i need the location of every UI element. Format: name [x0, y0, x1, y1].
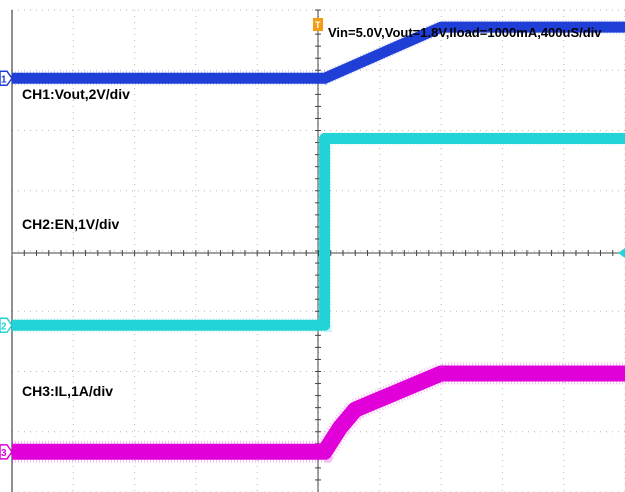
channel-marker-1: 1 [0, 70, 13, 87]
trace-noise-ch1 [12, 20, 625, 86]
trigger-marker-label: T [315, 20, 321, 30]
trace-ch1 [12, 21, 625, 84]
ch3-label: CH3:IL,1A/div [22, 383, 113, 399]
ch1-label: CH1:Vout,2V/div [22, 86, 130, 102]
channel-marker-2: 2 [0, 317, 13, 334]
channel-marker-label: 1 [1, 74, 7, 85]
channel-markers: 1 2 3 [0, 70, 625, 460]
channel-marker-shape [0, 317, 13, 334]
channel-marker-shape [0, 70, 13, 87]
traces [12, 20, 625, 463]
channel-marker-shape [0, 444, 13, 460]
channel-marker-label: 3 [1, 448, 7, 459]
channel-marker-3: 3 [0, 444, 13, 460]
channel-marker-label: 2 [1, 321, 7, 332]
ch2-label: CH2:EN,1V/div [22, 216, 119, 232]
trace-ch3 [12, 365, 625, 460]
trace-noise-ch2 [12, 131, 625, 333]
chart-title: Vin=5.0V,Vout=1.8V,Iload=1000mA,400uS/di… [328, 25, 602, 40]
trigger-marker-box [313, 18, 323, 31]
trigger-marker: T [313, 18, 323, 31]
trigger-level-marker [618, 248, 625, 258]
grid [11, 9, 625, 492]
trace-ch2 [12, 133, 625, 331]
